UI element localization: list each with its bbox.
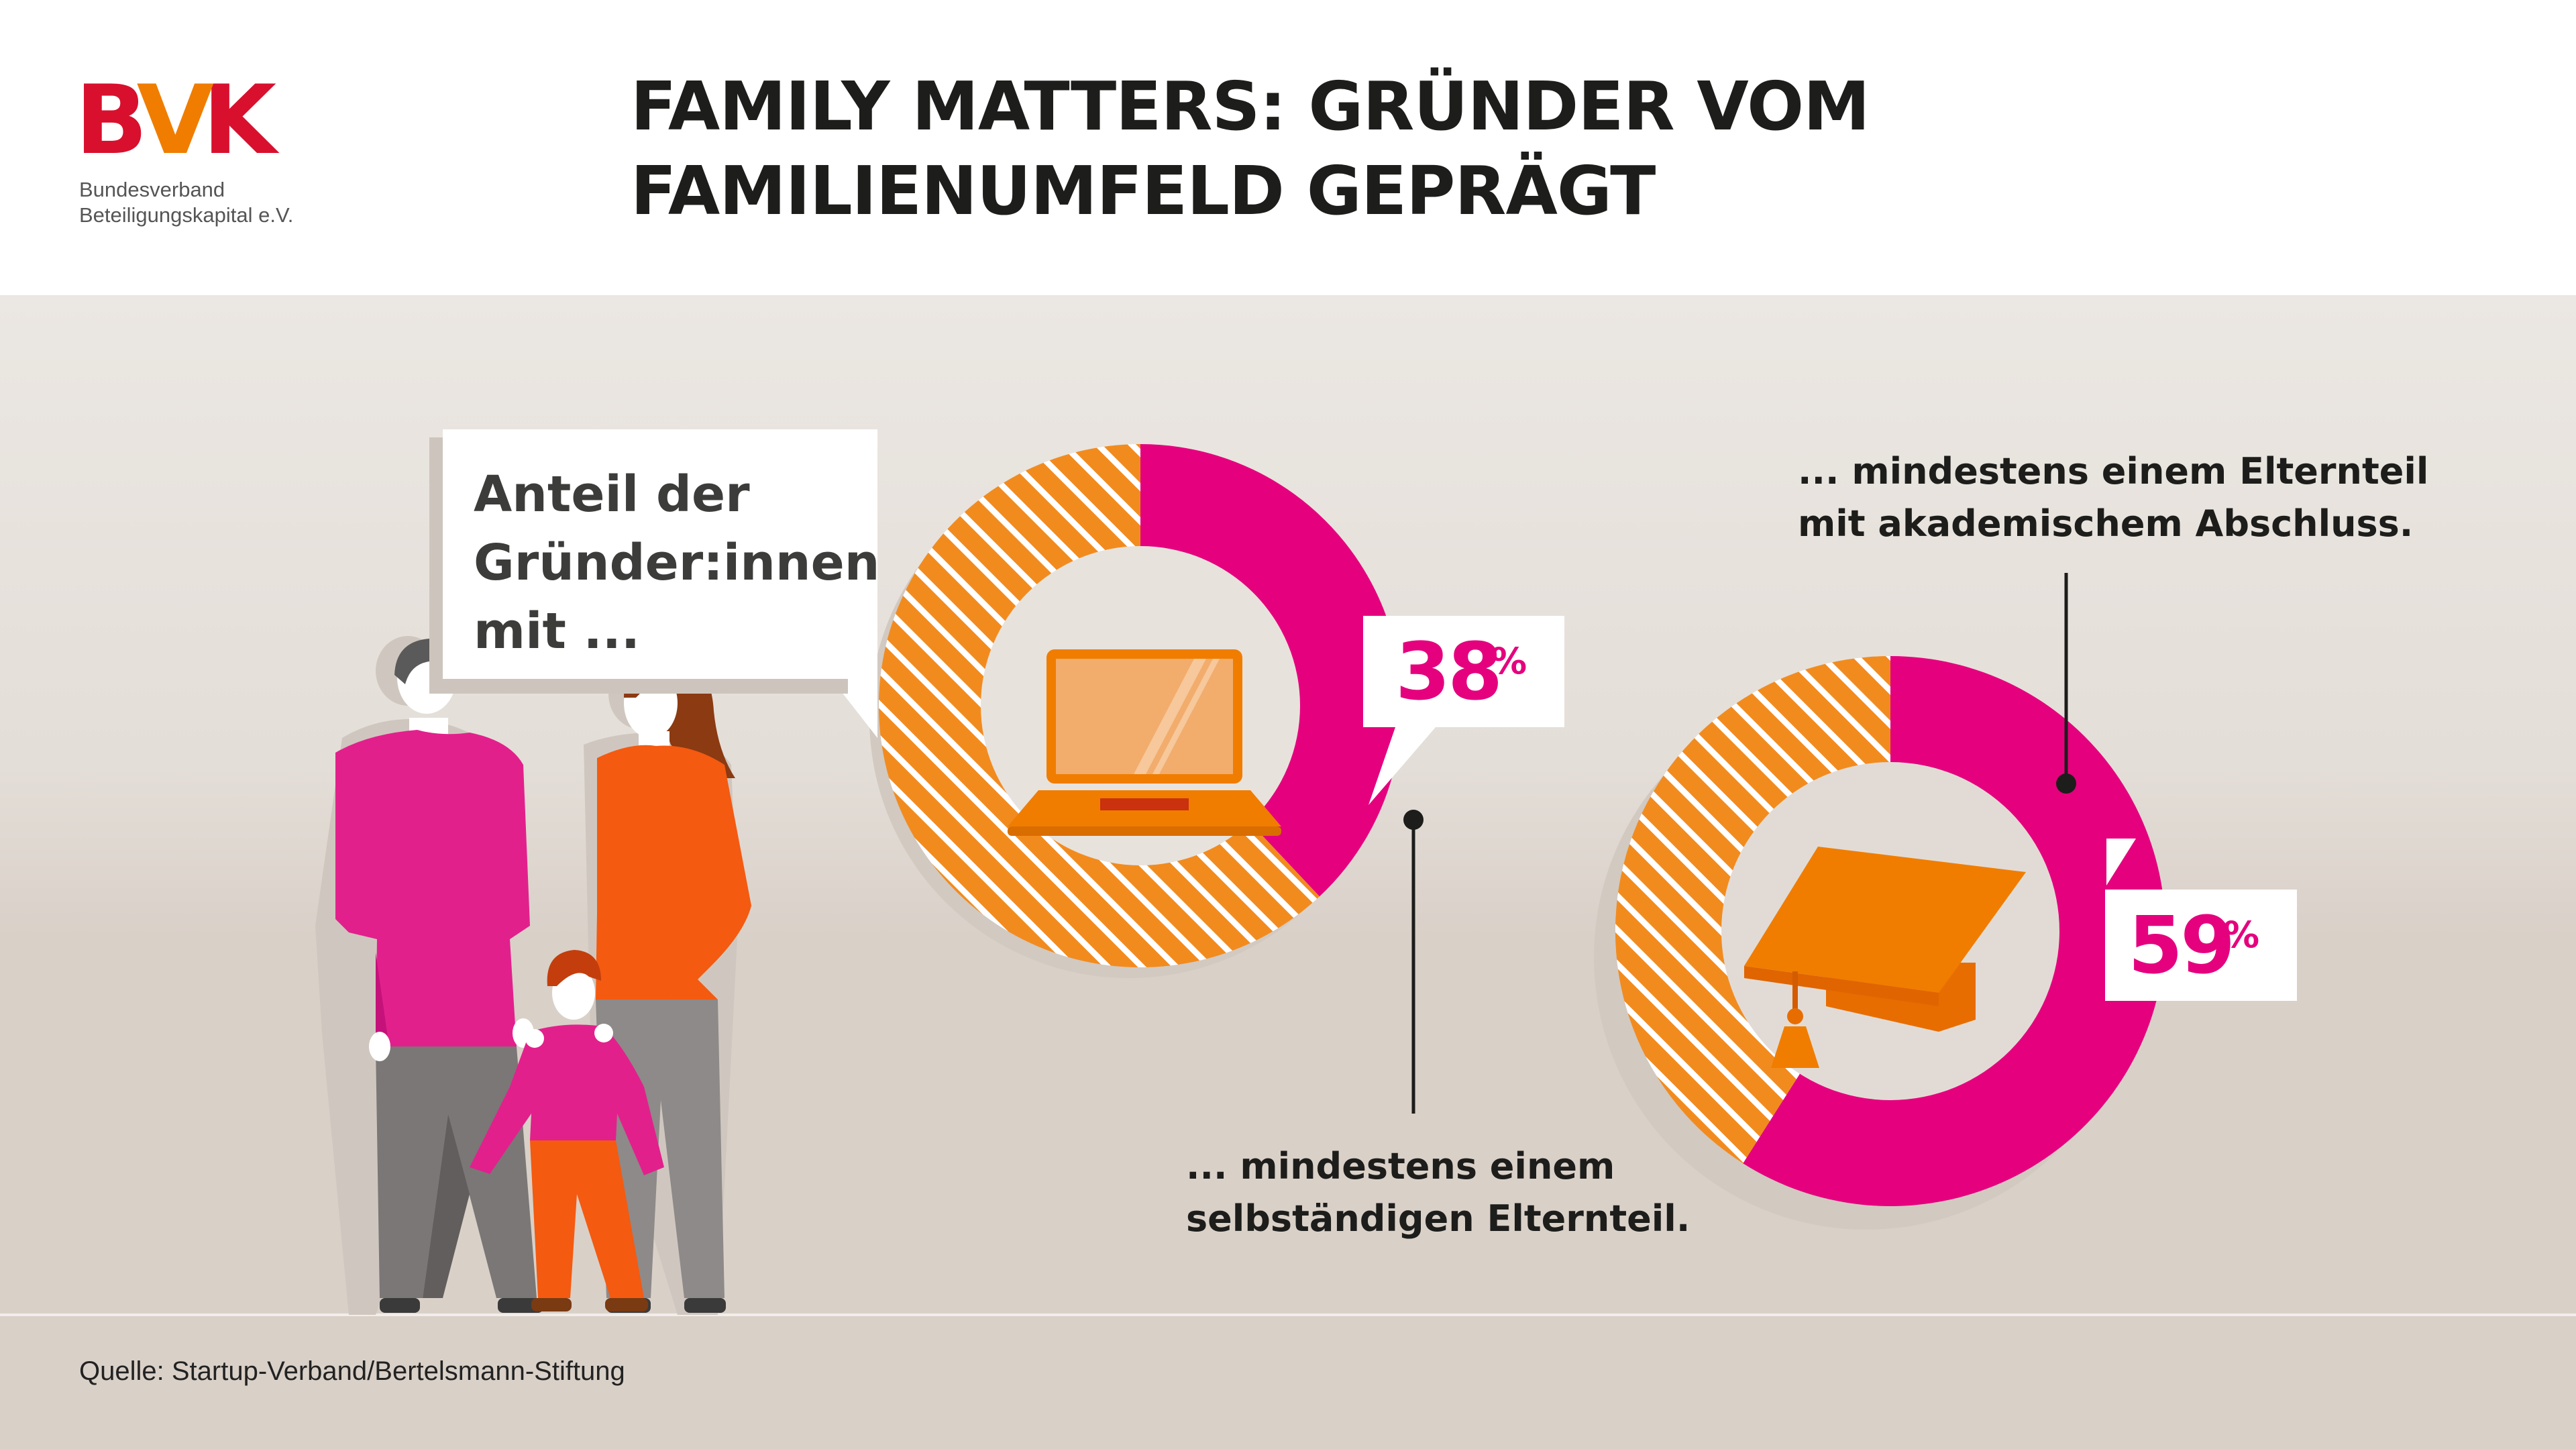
donut-2-label: ... mindestens einem Elternteil mit akad… [1798,445,2428,550]
donut-1-value-label: 38 [1395,625,1503,718]
pointer-line-1 [1403,810,1424,1114]
donut-1-value-box: 38 % [1363,616,1564,727]
logo-line-1: Bundesverband [79,178,225,201]
donut-1-value-box-tail [1368,727,1436,805]
bvk-logo: BVK [75,65,276,176]
logo-subtitle: Bundesverband Beteiligungskapital e.V. [79,177,293,228]
donut-2-unit: % [2223,914,2260,956]
man-figure [335,639,543,1313]
bubble-line-2: Gründer:innen [474,534,880,592]
donut-1-unit: % [1491,640,1527,682]
title-line-2: FAMILIENUMFELD GEPRÄGT [631,152,1656,230]
logo-line-2: Beteiligungskapital e.V. [79,203,294,227]
family-illustration [335,639,751,1313]
pointer-line-2 [2056,573,2076,794]
bubble-text: Anteil der Gründer:innen mit ... [474,460,880,665]
header: BVK Bundesverband Beteiligungskapital e.… [0,0,2576,295]
source-note: Quelle: Startup-Verband/Bertelsmann-Stif… [79,1356,625,1386]
donut-1-label-line-1: ... mindestens einem [1186,1145,1615,1187]
donut-2-value-box: 59 % [2105,890,2297,1001]
bubble-line-3: mit ... [474,602,640,660]
child-figure [470,950,664,1311]
bubble-line-1: Anteil der [474,466,750,523]
donut-1-label-line-2: selbständigen Elternteil. [1186,1197,1690,1240]
donut-2-value-label: 59 [2128,899,2235,991]
page-title: FAMILY MATTERS: GRÜNDER VOM FAMILIENUMFE… [631,64,2241,233]
donut-1-label: ... mindestens einem selbständigen Elter… [1186,1140,1690,1245]
floor-line [0,1313,2576,1316]
donut-2-label-line-1: ... mindestens einem Elternteil [1798,450,2429,492]
graduation-cap-icon [1744,847,2026,1068]
donut-2-label-line-2: mit akademischem Abschluss. [1798,502,2414,545]
title-line-1: FAMILY MATTERS: GRÜNDER VOM [631,67,1870,146]
speech-bubble [443,429,877,679]
laptop-icon [1008,649,1281,836]
donut-2-value-box-tail [2106,839,2136,885]
